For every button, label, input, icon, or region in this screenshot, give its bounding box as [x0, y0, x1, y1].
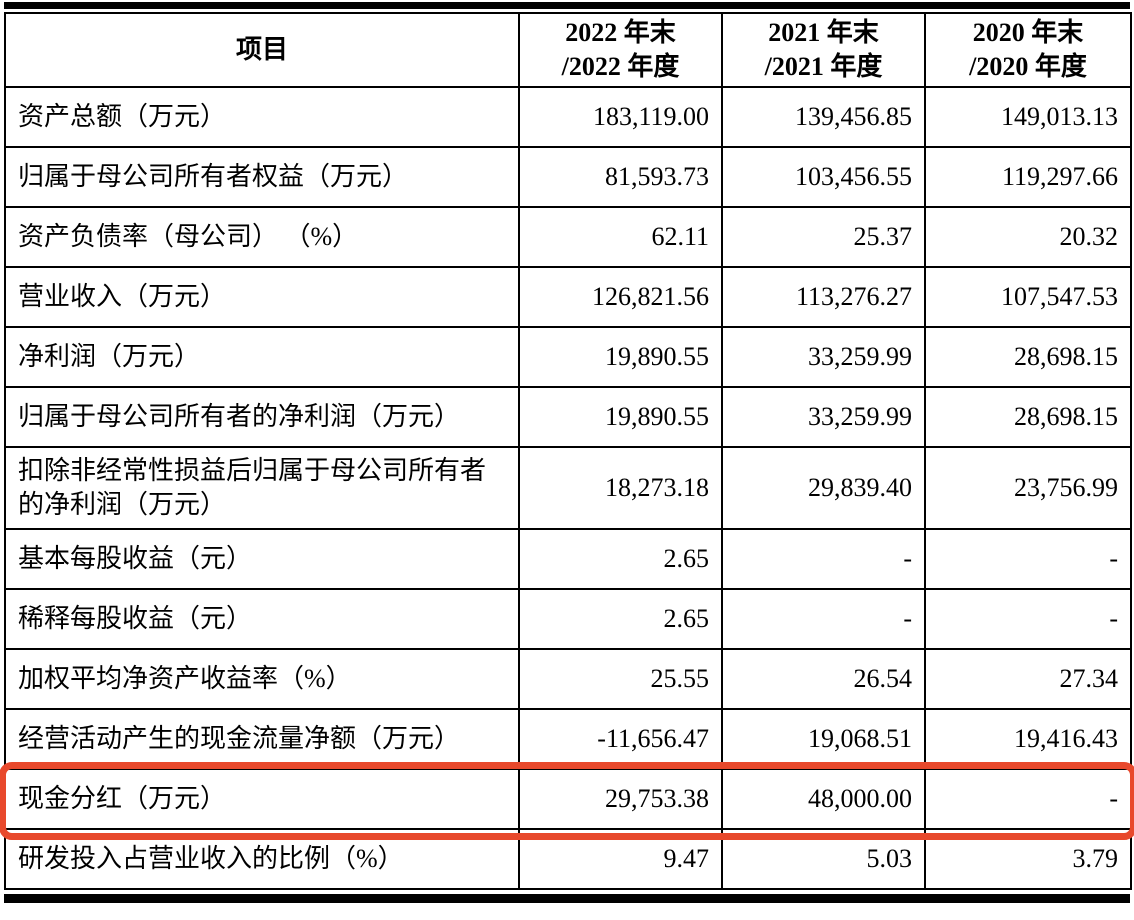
- table-bottom-rule: [4, 894, 1130, 903]
- row-value: 139,456.85: [721, 86, 926, 148]
- row-value: 26.54: [721, 648, 926, 710]
- row-value: 25.37: [721, 206, 926, 268]
- row-value: 19,890.55: [518, 326, 723, 388]
- row-label: 经营活动产生的现金流量净额（万元）: [4, 708, 520, 770]
- header-item-column: 项目: [4, 12, 520, 88]
- row-value: 19,068.51: [721, 708, 926, 770]
- row-label: 研发投入占营业收入的比例（%）: [4, 828, 520, 890]
- row-label: 资产总额（万元）: [4, 86, 520, 148]
- table-row: 稀释每股收益（元） 2.65- -: [4, 588, 1132, 650]
- row-value: 149,013.13: [924, 86, 1132, 148]
- row-value: -: [721, 528, 926, 590]
- table-top-rule: [4, 2, 1130, 9]
- table-row: 归属于母公司所有者的净利润（万元） 19,890.55 33,259.99 28,69…: [4, 386, 1132, 448]
- row-label: 营业收入（万元）: [4, 266, 520, 328]
- row-label: 资产负债率（母公司） （%）: [4, 206, 520, 268]
- header-row: 项目 2022 年末 /2022 年度 2021 年末 /2021 年度 202…: [4, 12, 1132, 88]
- row-value: 62.11: [518, 206, 723, 268]
- row-value: 29,753.38: [518, 768, 723, 830]
- row-value: 28,698.15: [924, 326, 1132, 388]
- table-row: 营业收入（万元） 126,821.56 113,276.27 107,547.53: [4, 266, 1132, 328]
- financial-summary-table: 项目 2022 年末 /2022 年度 2021 年末 /2021 年度 202…: [4, 12, 1132, 890]
- header-year-2020: 2020 年末 /2020 年度: [924, 12, 1132, 88]
- row-value: 29,839.40: [721, 446, 926, 530]
- row-value: 48,000.00: [721, 768, 926, 830]
- row-value: 25.55: [518, 648, 723, 710]
- row-value: 18,273.18: [518, 446, 723, 530]
- row-label: 稀释每股收益（元）: [4, 588, 520, 650]
- row-label: 扣除非经常性损益后归属于母公司所有者的净利润（万元）: [4, 446, 520, 530]
- table-row: 归属于母公司所有者权益（万元） 81,593.73 103,456.55 119,29…: [4, 146, 1132, 208]
- row-value: 9.47: [518, 828, 723, 890]
- row-value: 27.34: [924, 648, 1132, 710]
- table-row: 净利润（万元） 19,890.55 33,259.99 28,698.15: [4, 326, 1132, 388]
- table-row: 加权平均净资产收益率（%） 25.55 26.54 27.34: [4, 648, 1132, 710]
- row-value: 3.79: [924, 828, 1132, 890]
- row-value: -: [924, 588, 1132, 650]
- table-row: 资产负债率（母公司） （%） 62.11 25.37 20.32: [4, 206, 1132, 268]
- row-value: 126,821.56: [518, 266, 723, 328]
- header-year-2021: 2021 年末 /2021 年度: [721, 12, 926, 88]
- row-value: 23,756.99: [924, 446, 1132, 530]
- table-row: 现金分红（万元） 29,753.38 48,000.00-: [4, 768, 1132, 830]
- table-row: 基本每股收益（元） 2.65- -: [4, 528, 1132, 590]
- row-value: 81,593.73: [518, 146, 723, 208]
- row-label: 加权平均净资产收益率（%）: [4, 648, 520, 710]
- row-value: 33,259.99: [721, 326, 926, 388]
- row-label: 归属于母公司所有者权益（万元）: [4, 146, 520, 208]
- document-page: 项目 2022 年末 /2022 年度 2021 年末 /2021 年度 202…: [4, 2, 1132, 903]
- row-value: 103,456.55: [721, 146, 926, 208]
- row-value: 20.32: [924, 206, 1132, 268]
- row-value: 19,890.55: [518, 386, 723, 448]
- row-value: 28,698.15: [924, 386, 1132, 448]
- row-value: 2.65: [518, 528, 723, 590]
- row-value: 2.65: [518, 588, 723, 650]
- row-label: 净利润（万元）: [4, 326, 520, 388]
- row-value: 119,297.66: [924, 146, 1132, 208]
- row-value: 107,547.53: [924, 266, 1132, 328]
- row-value: -: [924, 768, 1132, 830]
- row-value: 5.03: [721, 828, 926, 890]
- row-value: -: [721, 588, 926, 650]
- row-value: 19,416.43: [924, 708, 1132, 770]
- table-body: 资产总额（万元） 183,119.00 139,456.85 149,013.13 归属…: [4, 86, 1132, 890]
- row-value: -: [924, 528, 1132, 590]
- table-row: 研发投入占营业收入的比例（%） 9.47 5.03 3.79: [4, 828, 1132, 890]
- row-label: 基本每股收益（元）: [4, 528, 520, 590]
- row-label: 归属于母公司所有者的净利润（万元）: [4, 386, 520, 448]
- table-row: 资产总额（万元） 183,119.00 139,456.85 149,013.13: [4, 86, 1132, 148]
- row-value: 113,276.27: [721, 266, 926, 328]
- row-value: -11,656.47: [518, 708, 723, 770]
- header-year-2022: 2022 年末 /2022 年度: [518, 12, 723, 88]
- table-row: 经营活动产生的现金流量净额（万元） -11,656.47 19,068.51 19,4…: [4, 708, 1132, 770]
- table-row: 扣除非经常性损益后归属于母公司所有者的净利润（万元） 18,273.18 29,83…: [4, 446, 1132, 530]
- row-value: 33,259.99: [721, 386, 926, 448]
- table-header: 项目 2022 年末 /2022 年度 2021 年末 /2021 年度 202…: [4, 12, 1132, 88]
- row-value: 183,119.00: [518, 86, 723, 148]
- row-label: 现金分红（万元）: [4, 768, 520, 830]
